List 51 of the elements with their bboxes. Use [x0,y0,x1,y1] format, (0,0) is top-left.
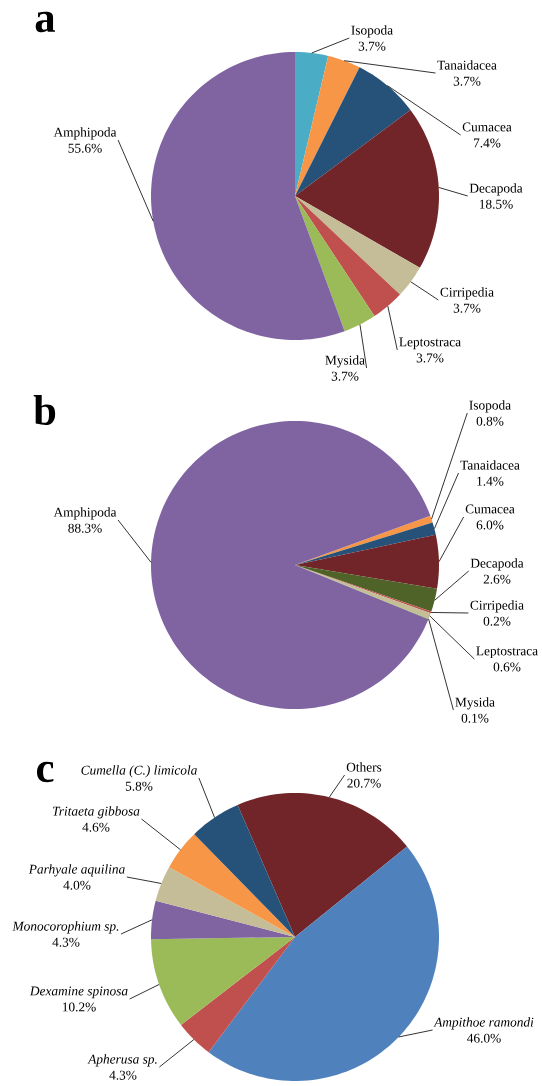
slice-label: Cirripedia [470,600,524,613]
slice-label: Monocorophium sp. [12,921,119,934]
data-label: 5.8% [125,781,153,791]
slice-label: Tanaidacea [460,460,520,470]
slice-label: Amphipoda [53,507,117,520]
data-label: 2.6% [483,574,511,584]
data-label: 55.6% [68,143,102,153]
data-label: 10.2% [62,1002,96,1012]
slice-label: Leptostraca [476,646,538,659]
slice-label: Isopoda [351,25,393,38]
slice-label: Cumacea [462,122,512,132]
data-label: 4.6% [82,822,110,832]
slice-label: Mysida [455,697,495,710]
data-label: 1.4% [477,476,504,486]
data-label: 88.3% [68,523,102,533]
slice-label: Cirripedia [440,287,494,300]
slice-label: Ampithoe ramondi [433,1017,534,1030]
data-label: 3.7% [331,371,359,381]
data-label: 46.0% [467,1033,501,1043]
slice-label: Parhyale aquilina [28,864,125,877]
data-label: 3.7% [453,76,481,86]
slice-label: Mysida [325,355,365,368]
data-label: 6.0% [476,520,504,530]
chart-title: c [36,761,54,783]
slice-label: Others [346,762,382,772]
slice-label: Dexamine spinosa [29,986,128,999]
data-label: 0.6% [493,662,521,672]
data-label: 0.2% [483,616,511,626]
chart-title: a [35,11,56,33]
slice-label: Isopoda [469,400,511,413]
data-label: 4.3% [109,1070,137,1080]
slice-label: Decapoda [470,558,524,571]
slice-label: Cumacea [465,504,515,514]
data-label: 20.7% [347,778,381,788]
data-label: 0.1% [461,713,489,723]
data-label: 3.7% [358,41,386,51]
data-label: 3.7% [416,353,444,363]
slice-label: Tanaidacea [437,60,497,70]
data-label: 4.3% [52,937,80,947]
data-label: 0.8% [476,416,504,426]
slice-label: Apherusa sp. [87,1054,157,1067]
data-label: 4.0% [63,880,91,890]
data-label: 7.4% [473,138,501,148]
chart-title: b [33,395,56,426]
slice-label: Amphipoda [53,127,117,140]
slice-label: Leptostraca [399,337,461,350]
data-label: 18.5% [479,199,513,209]
slice-label: Tritaeta gibbosa [52,806,140,819]
slice-label: Cumella (C.) limicola [81,765,197,778]
slice-label: Decapoda [469,183,523,196]
data-label: 3.7% [453,303,481,313]
